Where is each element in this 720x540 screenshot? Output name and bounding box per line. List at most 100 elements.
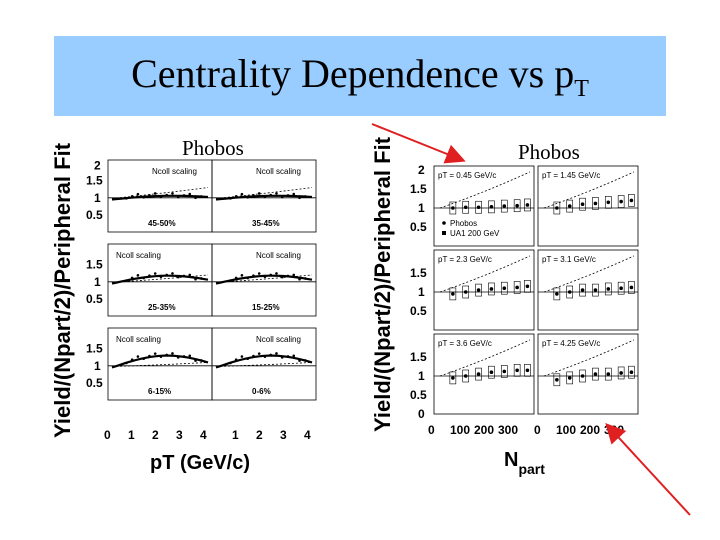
data-point	[489, 287, 494, 291]
panel-frame	[537, 165, 639, 247]
data-point	[606, 372, 611, 376]
ncoll-scaling-curve	[111, 361, 209, 367]
data-point	[303, 195, 307, 198]
error-box	[449, 371, 457, 385]
data-point	[292, 273, 296, 277]
data-point	[555, 292, 559, 296]
panel-frame	[537, 333, 639, 415]
y-tick-label: 1.5	[86, 258, 103, 272]
pt-panel: Ncoll scaling 15-25%	[211, 243, 317, 317]
centrality-label: 35-45%	[252, 219, 280, 228]
error-box	[524, 363, 531, 377]
data-point	[159, 275, 163, 279]
x-tick-label: 4	[200, 428, 207, 442]
error-box	[579, 369, 586, 383]
data-point	[286, 274, 290, 278]
error-box	[462, 200, 470, 214]
npart-panel: pT = 2.3 GeV/c	[433, 249, 535, 331]
data-point	[567, 204, 572, 208]
data-point	[593, 372, 598, 376]
data-point	[298, 359, 301, 362]
x-tick-label: 3	[280, 428, 287, 442]
data-point	[606, 200, 611, 205]
panel-frame	[433, 165, 535, 247]
legend-marker	[442, 221, 446, 225]
data-point	[619, 371, 623, 375]
data-point	[176, 356, 180, 359]
data-point	[275, 192, 278, 195]
x-tick-label: 300	[498, 423, 518, 437]
y-tick-label: 1	[418, 285, 425, 299]
data-point	[502, 369, 507, 374]
y-axis-label-right: Yield/(Npart/2)/Peripheral Fit	[370, 136, 395, 432]
data-point	[257, 272, 261, 275]
data-point	[246, 276, 249, 280]
y-tick-label: 0.5	[410, 304, 427, 318]
centrality-label: 6-15%	[148, 387, 171, 396]
x-tick-label: 2	[152, 428, 159, 442]
npart-panel: pT = 4.25 GeV/c	[537, 333, 639, 415]
ncoll-expectation-curve	[543, 255, 635, 293]
data-point	[515, 368, 519, 373]
slide-title: Centrality Dependence vs pT	[131, 51, 589, 102]
error-box	[500, 281, 508, 295]
x-axis-label-right: Npart	[504, 449, 545, 477]
y-tick-label: 1	[94, 359, 101, 373]
y-tick-label: 2	[94, 159, 101, 173]
error-box	[475, 283, 482, 297]
data-point	[229, 361, 232, 365]
error-box	[475, 367, 482, 381]
centrality-label: 15-25%	[252, 303, 280, 312]
data-point	[153, 192, 157, 195]
data-point	[580, 202, 585, 206]
phobos-label-left: Phobos	[182, 136, 244, 160]
data-point	[194, 196, 197, 200]
data-point	[476, 205, 481, 210]
data-point	[629, 198, 634, 203]
y-tick-label: 0.5	[410, 388, 427, 402]
pt-panel: Ncoll scaling 45-50%	[107, 159, 213, 233]
legend-entry: Phobos	[450, 219, 477, 228]
data-point	[286, 194, 290, 197]
error-box	[566, 285, 574, 299]
centrality-label: 0-6%	[252, 387, 271, 396]
data-point	[451, 206, 455, 210]
error-box	[513, 363, 521, 377]
data-point	[298, 277, 301, 281]
x-tick-label: 300	[604, 423, 624, 437]
y-tick-label: 1.5	[410, 182, 427, 196]
x-tick-label: 2	[256, 428, 263, 442]
data-point	[246, 196, 249, 199]
data-point	[252, 194, 255, 197]
data-point	[275, 272, 278, 275]
data-point	[275, 352, 278, 355]
x-tick-label: 0	[428, 423, 435, 437]
data-point	[240, 274, 244, 277]
x-tick-label: 0	[104, 428, 111, 442]
data-point	[606, 287, 611, 291]
data-point	[629, 370, 634, 375]
error-box	[449, 201, 457, 215]
pt-label: pT = 0.45 GeV/c	[438, 171, 496, 180]
data-point	[303, 359, 307, 362]
data-point	[489, 370, 494, 375]
x-tick-label: 200	[474, 423, 494, 437]
error-box	[462, 369, 470, 383]
error-box	[604, 196, 612, 209]
data-point	[269, 193, 273, 197]
data-point	[165, 273, 169, 277]
data-point	[130, 194, 134, 198]
data-point	[199, 359, 203, 362]
error-box	[524, 198, 531, 212]
centrality-label: 45-50%	[148, 219, 176, 228]
error-box	[488, 282, 495, 296]
legend-marker	[442, 231, 446, 235]
data-point	[476, 372, 481, 376]
data-point	[165, 193, 169, 197]
data-point	[125, 279, 128, 282]
data-point	[171, 272, 174, 275]
data-point	[136, 355, 140, 358]
data-point	[125, 197, 128, 200]
